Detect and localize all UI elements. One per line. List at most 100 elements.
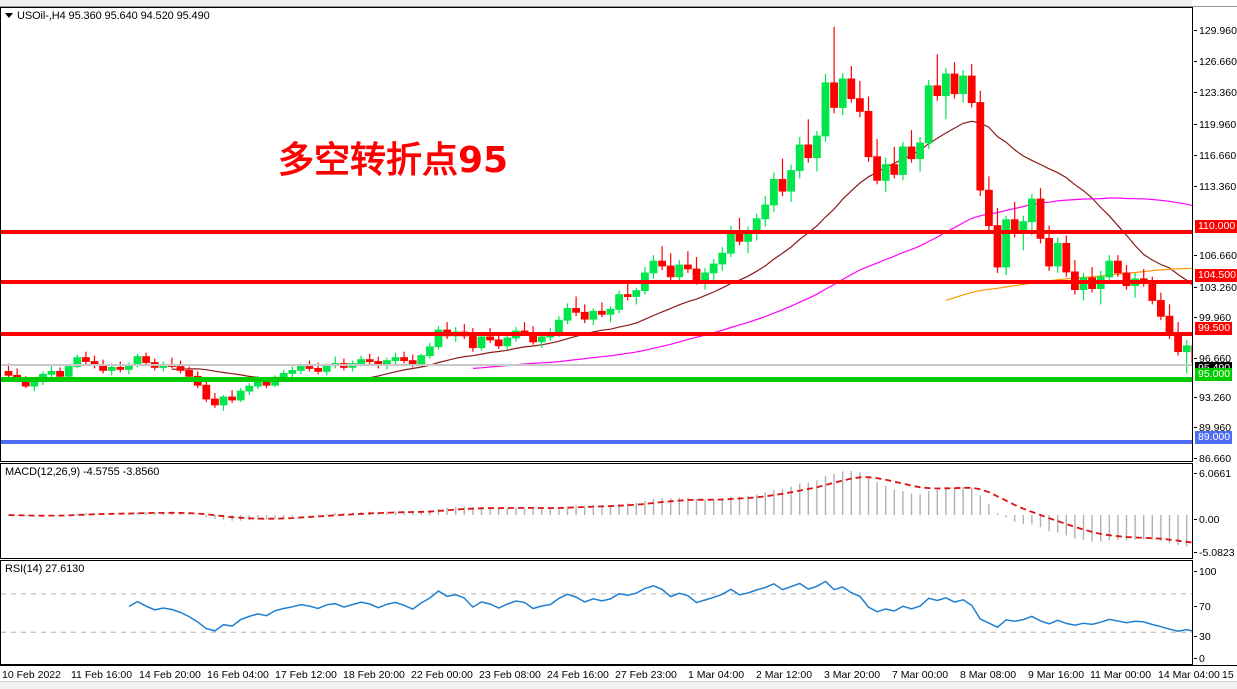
rsi-line — [129, 581, 1192, 632]
axis-tick-label: 106.660 — [1194, 251, 1237, 262]
time-axis-label: 22 Feb 00:00 — [411, 669, 473, 681]
candle-body — [907, 146, 916, 160]
triangle-down-icon[interactable] — [5, 13, 13, 18]
candle-body — [425, 346, 434, 357]
candle-body — [589, 310, 598, 320]
candle-body — [202, 384, 211, 400]
price-scale[interactable]: 129.960 126.660 123.360 119.960 116.660 113.3… — [1194, 7, 1237, 465]
gray-level-line[interactable] — [1, 364, 1192, 366]
support-line-95[interactable] — [1, 377, 1192, 382]
symbol-header[interactable]: USOil-,H4 95.360 95.640 94.520 95.490 — [5, 10, 210, 22]
resistance-line-99-5[interactable] — [1, 332, 1192, 336]
time-axis-label: 15 Mar 12:00 — [1222, 669, 1237, 681]
axis-tick-label: 0.00 — [1194, 515, 1219, 526]
candle-body — [830, 82, 838, 108]
price-badge-89[interactable]: 89.000 — [1195, 431, 1233, 444]
resistance-line-110[interactable] — [1, 230, 1192, 234]
candle-body — [580, 311, 589, 320]
candle-body — [322, 365, 331, 372]
candle-body — [924, 85, 933, 144]
scrollbar-track[interactable] — [0, 0, 1192, 6]
candle-body — [718, 252, 727, 265]
candle-body — [778, 178, 787, 192]
candle-body — [761, 204, 770, 220]
candle-body — [985, 189, 993, 227]
time-axis-label: 1 Mar 04:00 — [688, 669, 745, 681]
chart-annotation-text: 多空转折点95 — [278, 140, 509, 181]
time-axis-label: 16 Feb 04:00 — [207, 669, 269, 681]
axis-tick-label: -5.0823 — [1194, 548, 1235, 559]
resistance-line-104-5[interactable] — [1, 280, 1192, 284]
price-badge-110[interactable]: 110.000 — [1195, 220, 1237, 233]
price-badge-95[interactable]: 95.000 — [1195, 368, 1233, 381]
macd-scale[interactable]: 6.0661 0.00 -5.0823 — [1194, 463, 1237, 559]
candle-body — [82, 357, 90, 362]
candle-body — [99, 365, 107, 371]
candle-body — [632, 290, 641, 297]
time-axis-label: 24 Feb 16:00 — [547, 669, 609, 681]
axis-tick-label: 119.960 — [1194, 120, 1236, 131]
candle-body — [296, 366, 305, 371]
candle-body — [658, 260, 666, 267]
axis-tick-label: 86.660 — [1194, 454, 1231, 465]
candle-body — [288, 369, 297, 374]
candle-body — [56, 370, 64, 377]
candle-body — [1148, 282, 1157, 301]
time-axis-label: 10 Feb 2022 — [2, 669, 61, 681]
candle-body — [1114, 260, 1122, 274]
axis-tick-label: 93.260 — [1194, 393, 1231, 404]
candle-body — [916, 142, 924, 160]
candle-body — [537, 336, 546, 343]
axis-tick-label: 103.260 — [1194, 283, 1237, 294]
symbol-header-text: USOil-,H4 95.360 95.640 94.520 95.490 — [17, 10, 210, 22]
candle-body — [1036, 198, 1045, 239]
candle-body — [933, 85, 942, 97]
candle-body — [615, 294, 623, 310]
candle-body — [804, 144, 813, 159]
candle-body — [623, 294, 632, 298]
candle-body — [606, 308, 615, 315]
candle-body — [684, 264, 692, 270]
axis-tick-label: 70 — [1194, 602, 1211, 613]
candle-body — [959, 75, 967, 95]
candle-body — [976, 102, 985, 191]
support-line-89[interactable] — [1, 440, 1192, 444]
axis-tick-label: 6.0661 — [1194, 469, 1231, 480]
candle-body — [813, 135, 821, 159]
candle-body — [666, 265, 675, 278]
candlestick-canvas — [4, 8, 1192, 461]
rsi-scale[interactable]: 100 70 30 0 — [1194, 560, 1237, 665]
macd-label: MACD(12,26,9) -4.5755 -3.8560 — [5, 466, 160, 478]
time-axis-label: 18 Feb 20:00 — [343, 669, 405, 681]
price-badge-99-5[interactable]: 99.500 — [1195, 322, 1233, 335]
time-axis-label: 27 Feb 23:00 — [615, 669, 677, 681]
axis-tick-label: 100 — [1194, 567, 1217, 578]
candle-body — [494, 339, 503, 347]
candle-body — [1053, 242, 1062, 267]
candle-body — [314, 367, 323, 372]
rsi-pane[interactable]: RSI(14) 27.6130 — [0, 560, 1193, 665]
macd-pane[interactable]: MACD(12,26,9) -4.5755 -3.8560 — [0, 463, 1193, 559]
axis-tick-label: 0 — [1194, 654, 1205, 665]
candle-body — [1122, 272, 1131, 287]
bottom-scrollbar-strip[interactable] — [0, 681, 1237, 689]
axis-tick-label: 126.660 — [1194, 57, 1237, 68]
candle-body — [228, 396, 237, 401]
price-chart-pane[interactable]: 多空转折点95 USOil-,H4 95.360 95.640 94.520 9… — [0, 7, 1193, 462]
candle-body — [873, 156, 881, 181]
candle-body — [942, 73, 950, 97]
time-axis-label: 11 Feb 16:00 — [71, 669, 133, 681]
candle-body — [1174, 334, 1182, 352]
candle-body — [649, 260, 658, 274]
rsi-label: RSI(14) 27.6130 — [5, 563, 85, 575]
candle-body — [107, 366, 116, 371]
time-axis-label: 3 Mar 20:00 — [824, 669, 881, 681]
candle-body — [219, 396, 228, 406]
top-scrollbar-strip[interactable] — [0, 0, 1237, 7]
axis-tick-label: 96.660 — [1194, 354, 1231, 365]
price-badge-104-5[interactable]: 104.500 — [1195, 269, 1237, 282]
candle-body — [253, 381, 262, 387]
candle-body — [400, 357, 409, 362]
time-axis-label: 14 Feb 20:00 — [139, 669, 201, 681]
axis-tick-label: 30 — [1194, 632, 1211, 643]
